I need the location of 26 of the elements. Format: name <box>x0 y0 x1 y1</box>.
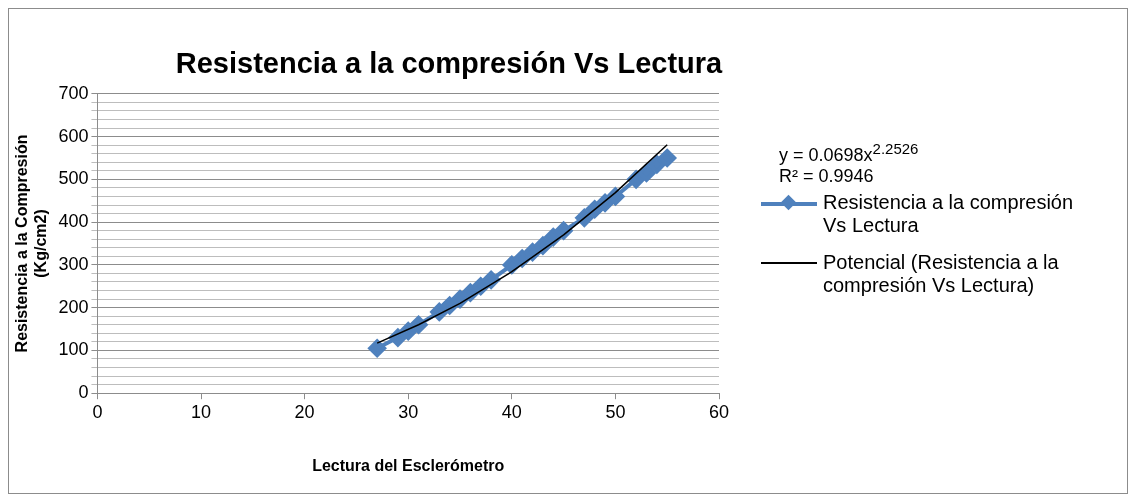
y-tick-label: 400 <box>58 211 89 232</box>
text: R² = 0.9946 <box>779 166 875 187</box>
point <box>368 339 387 358</box>
y-tick-label: 200 <box>58 296 89 317</box>
y-tick-label: 0 <box>78 382 89 403</box>
point <box>637 163 656 182</box>
y-axis-title: Resistencia a la Compresión (Kg/cm2) <box>13 134 50 353</box>
point <box>658 148 677 167</box>
y-tick-label: 500 <box>58 168 89 189</box>
text: y = 0.0698x$^{2.2526}$ <box>779 140 920 166</box>
x-axis-title: Lectura del Esclerómetro <box>312 456 505 474</box>
point <box>647 155 666 174</box>
x-tick-label: 20 <box>294 401 315 422</box>
x-tick-label: 60 <box>708 401 730 422</box>
x-tick-label: 40 <box>501 401 522 422</box>
chart-title: Resistencia a la compresión Vs Lectura <box>174 47 724 80</box>
x-tick-label: 10 <box>191 401 212 422</box>
y-tick-label: 700 <box>58 82 89 103</box>
x-tick-label: 30 <box>398 401 419 422</box>
x-tick-label: 50 <box>605 401 626 422</box>
legend-label: Potencial (Resistencia a la compresión Vs Lectura) <box>823 251 1060 297</box>
y-tick-label: 100 <box>58 339 89 360</box>
y-tick-label: 600 <box>58 125 89 146</box>
legend-label: Resistencia a la compresión Vs Lectura <box>823 191 1075 237</box>
y-tick-label: 300 <box>58 253 89 274</box>
x-tick-label: 0 <box>92 401 103 422</box>
